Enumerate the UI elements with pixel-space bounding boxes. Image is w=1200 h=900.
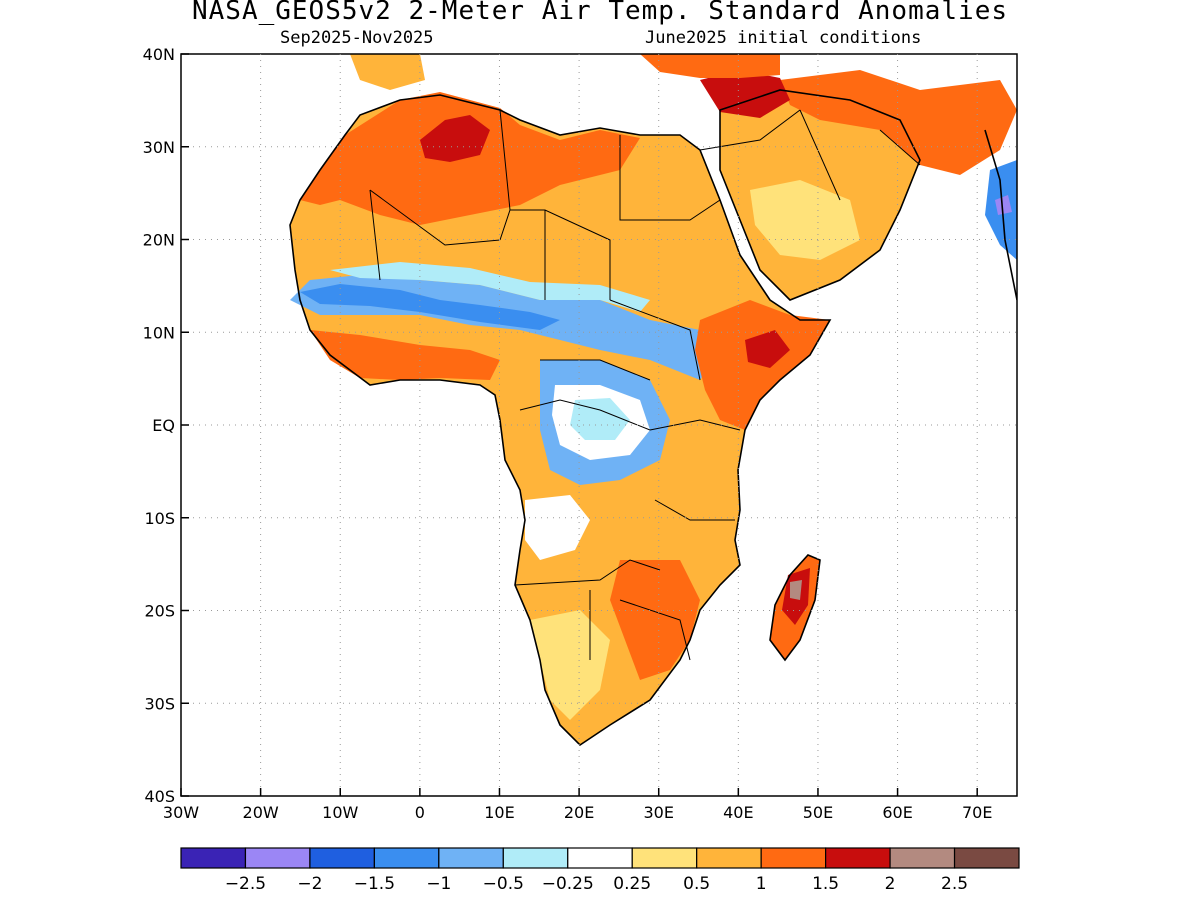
y-tick-label: 30S	[144, 694, 175, 713]
colorbar-label: −1	[426, 874, 451, 894]
colorbar-label: 1.5	[812, 874, 839, 894]
country-borders	[369, 109, 921, 661]
colorbar-swatch	[373, 847, 440, 869]
colorbar-swatch	[631, 847, 698, 869]
ethiopia-hot-spot	[745, 330, 790, 368]
madagascar-peak	[790, 580, 802, 600]
y-tick-label: 20S	[144, 602, 175, 621]
colorbar-label: −0.25	[542, 874, 594, 894]
colorbar-label: −1.5	[354, 874, 395, 894]
x-tick-label: 20E	[564, 803, 594, 822]
colorbar-swatch	[180, 847, 247, 869]
india-coastline	[984, 129, 1017, 301]
colorbar-label: −0.5	[483, 874, 524, 894]
x-tick-label: 50E	[803, 803, 833, 822]
colorbar-label: 1	[756, 874, 767, 894]
colorbar-swatch	[696, 847, 762, 869]
y-tick-label: 10N	[143, 323, 175, 342]
colorbar-label: 2	[885, 874, 896, 894]
colorbar-label: 0.5	[683, 874, 710, 894]
colorbar-swatch	[244, 847, 311, 869]
x-tick-label: 0	[415, 803, 425, 822]
colorbar-label: −2.5	[225, 874, 266, 894]
colorbar-swatch	[502, 847, 569, 869]
sahara-warm-region	[300, 92, 640, 225]
sahel-cyan-edge	[330, 262, 650, 312]
mediterranean-north-warm	[640, 54, 780, 78]
y-tick-label: 10S	[144, 509, 175, 528]
axis-ticks: 30W 20W 10W 0 10E 20E 30E 40E 50E 60E 70E 40N 30N 20N…	[143, 45, 993, 822]
x-tick-label: 60E	[882, 803, 912, 822]
chart-title: NASA_GEOS5v2 2-Meter Air Temp. Standard …	[191, 0, 1008, 26]
x-tick-label: 20W	[243, 803, 279, 822]
southern-africa-warm	[610, 560, 700, 680]
colorbar-swatch	[825, 847, 891, 869]
india-purple	[995, 195, 1012, 215]
arabia-coastline	[719, 89, 921, 301]
x-tick-label: 30E	[643, 803, 673, 822]
guinea-coast-warm	[310, 330, 500, 380]
congo-cool-center	[570, 398, 630, 440]
x-tick-label: 10W	[322, 803, 358, 822]
x-tick-label: 10E	[484, 803, 514, 822]
arabia-pale-core	[750, 180, 860, 260]
graticule	[181, 54, 1017, 796]
y-tick-label: 40N	[143, 45, 175, 64]
algeria-hot-spot	[420, 115, 490, 162]
sahel-strong-cool	[300, 284, 560, 330]
y-tick-label: 40S	[144, 787, 175, 806]
colorbar-label: 0.25	[613, 874, 651, 894]
colorbar-label: 2.5	[941, 874, 968, 894]
colorbar-swatch	[438, 847, 504, 869]
y-tick-label: 30N	[143, 138, 175, 157]
africa-coastline	[289, 94, 832, 747]
iran-warm	[780, 70, 1017, 175]
colorbar-swatch	[889, 847, 956, 869]
angola-pale	[525, 495, 590, 560]
y-tick-label: 20N	[143, 231, 175, 250]
initial-conditions: June2025 initial conditions	[645, 28, 922, 48]
colorbar-swatch	[309, 847, 375, 869]
colorbar-swatch	[567, 847, 633, 869]
madagascar-coastline	[769, 554, 821, 662]
colorbar-label: −2	[297, 874, 322, 894]
x-tick-label: 70E	[962, 803, 992, 822]
y-tick-label: EQ	[152, 416, 175, 435]
iberia-warm	[350, 54, 425, 90]
anomaly-shading	[290, 54, 1017, 745]
x-tick-label: 40E	[723, 803, 753, 822]
forecast-period: Sep2025-Nov2025	[280, 28, 434, 48]
color-scale-legend: −2.5 −2 −1.5 −1 −0.5 −0.25 0.25 0.5 1 1.5 2 2.5	[180, 847, 1020, 894]
colorbar-swatch	[760, 847, 827, 869]
turkey-iraq-hot	[700, 70, 790, 118]
x-tick-label: 30W	[163, 803, 199, 822]
coastlines	[289, 89, 1017, 747]
colorbar-swatch	[953, 847, 1020, 869]
